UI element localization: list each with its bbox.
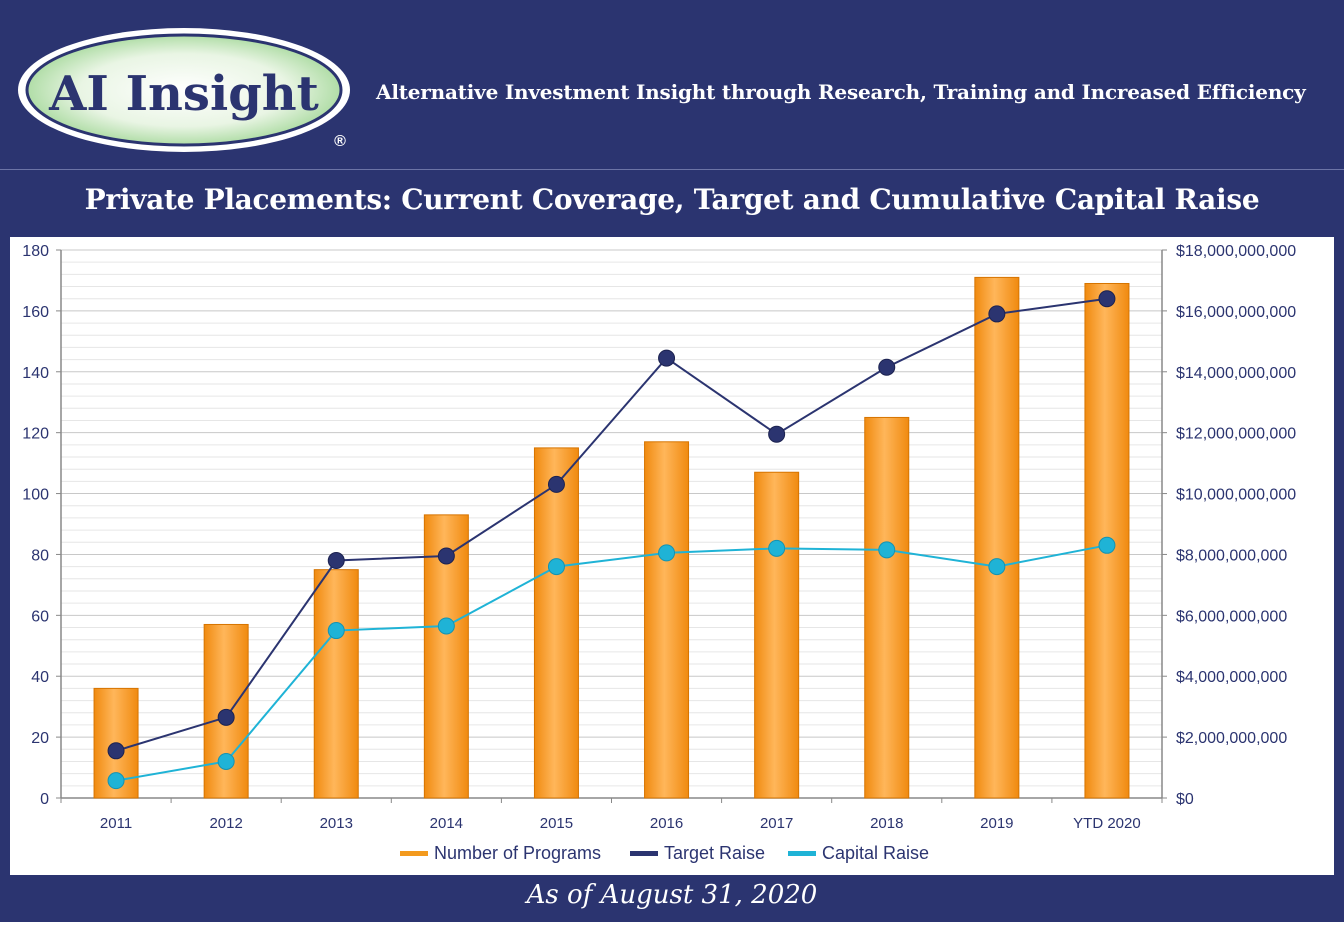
target-raise-point (217, 708, 235, 726)
x-tick-label: 2016 (650, 815, 683, 832)
left-tick-label: 0 (40, 791, 49, 808)
legend-swatch (630, 851, 658, 856)
target-raise-point (107, 742, 125, 760)
capital-raise-point (768, 539, 786, 557)
legend-label: Target Raise (664, 843, 765, 863)
tagline: Alternative Investment Insight through R… (376, 80, 1306, 104)
capital-raise-point (988, 558, 1006, 576)
legend-swatch (788, 851, 816, 856)
bar-number-of-programs (644, 441, 690, 799)
capital-raise-point (658, 544, 676, 562)
right-tick-label: $14,000,000,000 (1176, 365, 1296, 382)
capital-raise-point (1098, 536, 1116, 554)
right-tick-label: $18,000,000,000 (1176, 243, 1296, 260)
target-raise-point (878, 358, 896, 376)
x-tick-label: 2019 (980, 815, 1013, 832)
x-tick-label: 2018 (870, 815, 903, 832)
target-raise-point (658, 349, 676, 367)
right-tick-label: $6,000,000,000 (1176, 608, 1287, 625)
left-tick-label: 120 (22, 426, 49, 443)
capital-raise-point (217, 752, 235, 770)
left-tick-label: 140 (22, 365, 49, 382)
capital-raise-point (878, 541, 896, 559)
left-tick-label: 160 (22, 304, 49, 321)
left-tick-label: 60 (31, 608, 49, 625)
legend-label: Number of Programs (434, 843, 601, 863)
x-tick-label: 2015 (540, 815, 573, 832)
capital-raise-line (115, 544, 1108, 782)
legend: Number of Programs Target Raise Capital Ra… (400, 843, 929, 863)
header: AI Insight ® Alternative Investment Insi… (0, 0, 1344, 168)
x-tick-label: 2017 (760, 815, 793, 832)
bar-number-of-programs (533, 447, 579, 799)
capital-raise-point (547, 558, 565, 576)
left-tick-label: 40 (31, 669, 49, 686)
bar-number-of-programs (864, 416, 910, 799)
left-tick-label: 20 (31, 730, 49, 747)
right-tick-label: $10,000,000,000 (1176, 487, 1296, 504)
logo-text: AI Insight (48, 66, 319, 122)
right-tick-label: $4,000,000,000 (1176, 669, 1287, 686)
as-of-date: As of August 31, 2020 (526, 880, 818, 910)
target-raise-point (327, 552, 345, 570)
right-tick-label: $16,000,000,000 (1176, 304, 1296, 321)
target-raise-point (437, 547, 455, 565)
right-tick-label: $8,000,000,000 (1176, 547, 1287, 564)
right-tick-label: $0 (1176, 791, 1194, 808)
target-raise-point (547, 475, 565, 493)
legend-label: Capital Raise (822, 843, 929, 863)
target-raise-point (1098, 290, 1116, 308)
legend-swatch (400, 851, 428, 856)
x-tick-label: 2012 (209, 815, 242, 832)
chart-title: Private Placements: Current Coverage, Ta… (84, 183, 1260, 216)
capital-raise-point (327, 622, 345, 640)
registered-mark: ® (334, 133, 346, 150)
left-tick-label: 80 (31, 547, 49, 564)
bar-number-of-programs (754, 471, 800, 799)
right-tick-label: $12,000,000,000 (1176, 426, 1296, 443)
bar-number-of-programs (974, 276, 1020, 799)
bar-number-of-programs (313, 569, 359, 799)
capital-raise-point (437, 617, 455, 635)
target-raise-point (768, 425, 786, 443)
right-tick-label: $2,000,000,000 (1176, 730, 1287, 747)
chart-panel: 0 20 40 60 80 100 120 140 160 180 $0 $2,000,000,000… (10, 237, 1334, 875)
x-tick-label: 2011 (100, 815, 132, 832)
footer: As of August 31, 2020 (0, 876, 1344, 922)
x-tick-label: YTD 2020 (1073, 815, 1141, 832)
combo-chart: 0 20 40 60 80 100 120 140 160 180 $0 $2,000,000,000… (22, 243, 1296, 863)
bottom-strip (0, 922, 1344, 930)
header-divider (0, 169, 1344, 170)
capital-raise-point (107, 772, 125, 790)
left-tick-label: 180 (22, 243, 49, 260)
x-tick-label: 2014 (430, 815, 463, 832)
x-tick-label: 2013 (320, 815, 353, 832)
target-raise-line (115, 297, 1108, 752)
ai-insight-logo: AI Insight ® (18, 28, 350, 152)
target-raise-point (988, 305, 1006, 323)
left-tick-label: 100 (22, 487, 49, 504)
